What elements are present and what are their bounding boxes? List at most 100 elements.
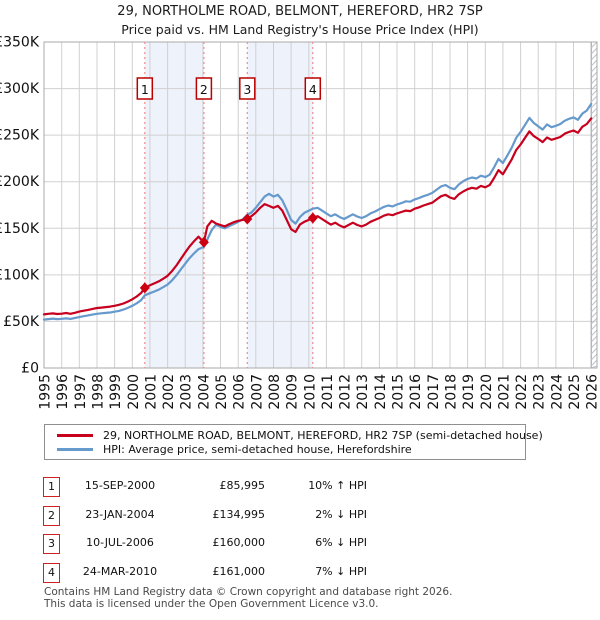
legend-item: HPI: Average price, semi-detached house,… [57,442,525,456]
future-hatch [590,131,598,139]
future-hatch [590,239,598,247]
legend-item-label: 29, NORTHOLME ROAD, BELMONT, HEREFORD, H… [103,428,543,442]
future-hatch [590,287,598,295]
future-hatch [590,203,598,211]
between-sales-band [144,42,204,368]
x-axis-tick-label: 2003 [179,374,195,410]
future-hatch [590,47,598,55]
x-axis-tick-label: 2004 [196,374,212,410]
future-hatch [590,305,598,313]
x-axis-tick-label: 2023 [532,374,548,410]
x-axis-tick-label: 2020 [479,374,495,410]
x-axis-tick-label: 2001 [143,374,159,410]
x-axis-tick-label: 2007 [249,374,265,410]
sale-price: £161,000 [212,565,266,578]
sale-row: 4 24-MAR-2010 £161,000 7% ↓ HPI [0,563,600,585]
x-axis-tick-label: 2026 [585,374,600,410]
future-hatch [590,95,598,103]
y-axis-tick-label: £0 [21,361,39,377]
future-hatch [590,251,598,259]
future-hatch [590,179,598,187]
sale-price: £160,000 [212,536,266,549]
future-hatch [590,83,598,91]
future-hatch [590,353,598,361]
chart-legend: 29, NORTHOLME ROAD, BELMONT, HEREFORD, H… [44,424,543,460]
future-hatch [590,347,598,355]
footer-copyright: Contains HM Land Registry data © Crown c… [44,586,453,598]
x-axis-tick-label: 2013 [355,374,371,410]
sale-hpi-delta: 6% ↓ HPI [315,536,367,549]
future-hatch [590,191,598,199]
future-hatch [590,53,598,61]
x-axis-tick-label: 2014 [373,374,389,410]
future-hatch [590,263,598,271]
future-hatch [590,173,598,181]
x-axis-tick-label: 2011 [320,374,336,410]
future-hatch [590,233,598,241]
future-hatch [590,137,598,145]
future-hatch [590,113,598,121]
y-axis-tick-label: £100K [0,267,40,283]
x-axis-tick-label: 2008 [267,374,283,410]
y-axis-tick-label: £200K [0,174,40,190]
future-hatch [590,161,598,169]
future-hatch [590,71,598,79]
future-hatch [590,269,598,277]
future-hatch [590,299,598,307]
future-hatch [590,143,598,151]
price-history-chart: 1 2 3 4 £0 £50K £100K £150K £200K £250K £300K £350K… [0,35,600,410]
x-axis-tick-label: 2019 [461,374,477,410]
future-hatch [590,245,598,253]
future-hatch [590,149,598,157]
sale-hpi-delta: 7% ↓ HPI [315,565,367,578]
sale-date: 15-SEP-2000 [84,479,156,492]
future-hatch [590,107,598,115]
sale-marker-diamond [307,212,318,224]
sale-number-box [239,77,256,100]
x-axis-tick-label: 2021 [496,374,512,410]
future-hatch [590,101,598,109]
legend-line-sample [57,447,93,451]
future-hatch [590,209,598,217]
x-axis-tick-label: 2005 [214,374,230,410]
sale-row: 3 10-JUL-2006 £160,000 6% ↓ HPI [0,534,600,556]
sale-marker-diamond [198,236,209,248]
future-hatch [590,281,598,289]
sale-number-box [195,77,213,100]
future-hatch [590,329,598,337]
future-hatch [590,257,598,265]
future-hatch [590,77,598,85]
sale-row: 1 15-SEP-2000 £85,995 10% ↑ HPI [0,477,600,499]
hpi-line [42,102,593,321]
future-hatch [590,167,598,175]
future-hatch [590,323,598,331]
future-hatch [590,65,598,73]
future-hatch [590,275,598,283]
future-hatch [590,197,598,205]
future-hatch [590,227,598,235]
future-hatch [590,215,598,223]
x-axis-tick-label: 2024 [549,374,565,410]
future-hatch [590,41,598,49]
x-axis-tick-label: 2016 [408,374,424,410]
sale-number-badge: 1 [43,477,60,497]
plot-border [43,41,598,369]
x-axis-tick-label: 2022 [514,374,530,410]
x-axis-tick-label: 2025 [567,374,583,410]
future-hatch [590,335,598,343]
sale-marker-diamond [242,213,253,225]
page-subtitle: Price paid vs. HM Land Registry's House … [121,22,479,37]
future-hatch [590,359,598,367]
future-hatch [590,293,598,301]
sale-number-box-label: 4 [309,82,317,97]
sale-number-box-label: 2 [200,82,208,97]
sale-number-box-label: 3 [243,82,251,97]
future-hatch [590,89,598,97]
future-hatch [590,125,598,133]
x-axis-tick-label: 2006 [232,374,248,410]
sale-marker-diamond [139,282,150,294]
x-axis-tick-label: 1995 [38,374,54,410]
y-axis-tick-label: £50K [3,314,40,330]
legend-items: 29, NORTHOLME ROAD, BELMONT, HEREFORD, H… [57,428,543,456]
